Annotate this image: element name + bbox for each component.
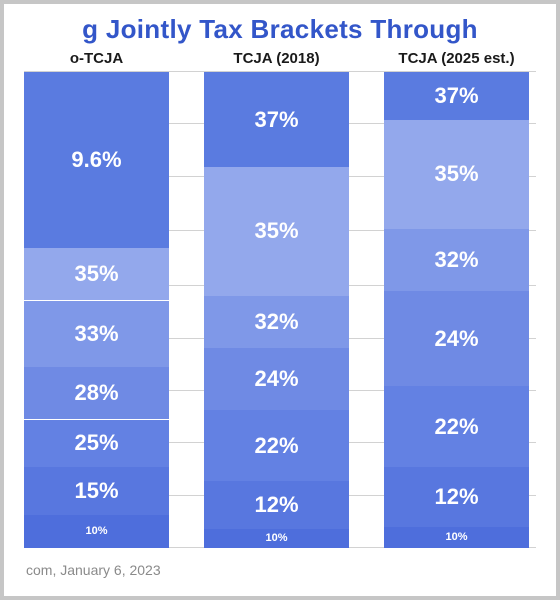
segment: 32% xyxy=(384,229,529,291)
segment-label: 33% xyxy=(74,321,118,347)
segment-label: 32% xyxy=(254,309,298,335)
segment-label: 37% xyxy=(434,83,478,109)
segment-label: 24% xyxy=(434,326,478,352)
segment: 22% xyxy=(384,386,529,467)
segment: 9.6% xyxy=(24,72,169,248)
column-tcja-2025: 37% 35% 32% 24% 22% 12% 10% xyxy=(384,72,529,548)
segment: 10% xyxy=(384,527,529,548)
segment: 32% xyxy=(204,296,349,348)
column-header-tcja-2025: TCJA (2025 est.) xyxy=(384,50,529,67)
segment-label: 32% xyxy=(434,247,478,273)
segment-label: 35% xyxy=(434,161,478,187)
segment: 10% xyxy=(24,515,169,548)
plot-area: o-TCJA9.6%35%33%28%25%15%10%TCJA (2018)3… xyxy=(24,72,536,548)
segment-label: 10% xyxy=(85,525,107,537)
column-header-tcja-2018: TCJA (2018) xyxy=(204,50,349,67)
segment: 37% xyxy=(204,72,349,167)
segment: 33% xyxy=(24,301,169,368)
segment: 12% xyxy=(384,467,529,527)
segment-label: 12% xyxy=(254,492,298,518)
segment: 22% xyxy=(204,410,349,481)
segment-label: 37% xyxy=(254,107,298,133)
column-header-pre-tcja: o-TCJA xyxy=(24,50,169,67)
segment: 28% xyxy=(24,367,169,419)
chart-title: g Jointly Tax Brackets Through xyxy=(4,14,556,45)
segment: 15% xyxy=(24,467,169,515)
segment-label: 22% xyxy=(434,414,478,440)
column-pre-tcja: 9.6% 35% 33% 28% 25% 15% 10% xyxy=(24,72,169,548)
segment: 10% xyxy=(204,529,349,548)
segment: 35% xyxy=(204,167,349,296)
segment-label: 15% xyxy=(74,478,118,504)
segment-label: 10% xyxy=(265,532,287,544)
segment-label: 10% xyxy=(445,531,467,543)
segment: 25% xyxy=(24,420,169,468)
source-text: com, January 6, 2023 xyxy=(26,562,161,578)
segment-label: 12% xyxy=(434,484,478,510)
chart-frame: g Jointly Tax Brackets Through o-TCJA 9.6… xyxy=(0,0,560,600)
segment-label: 25% xyxy=(74,430,118,456)
segment-label: 22% xyxy=(254,433,298,459)
segment: 24% xyxy=(384,291,529,386)
segment-label: 35% xyxy=(74,261,118,287)
segment-label: 35% xyxy=(254,218,298,244)
segment: 35% xyxy=(24,248,169,300)
segment: 12% xyxy=(204,481,349,529)
segment: 24% xyxy=(204,348,349,410)
segment-label: 28% xyxy=(74,380,118,406)
segment-label: 9.6% xyxy=(71,147,121,173)
column-tcja-2018: 37% 35% 32% 24% 22% 12% 10% xyxy=(204,72,349,548)
segment: 37% xyxy=(384,72,529,120)
segment-label: 24% xyxy=(254,366,298,392)
segment: 35% xyxy=(384,120,529,229)
